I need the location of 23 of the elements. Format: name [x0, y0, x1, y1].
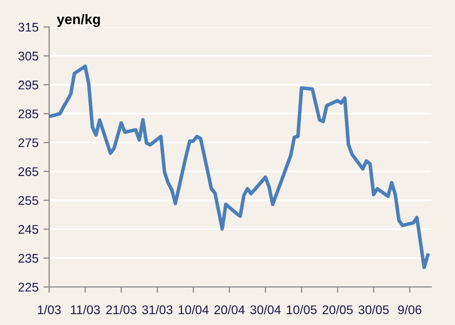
y-tick-label: 245: [18, 225, 38, 234]
x-tick-label: 21/03: [106, 305, 136, 314]
y-tick-label: 235: [18, 254, 38, 263]
x-tick-label: 10/05: [286, 305, 317, 314]
y-tick-label: 255: [18, 196, 38, 205]
x-tick-label: 31/03: [142, 305, 172, 314]
y-tick-label: 285: [18, 109, 38, 118]
x-tick-label: 11/03: [70, 305, 100, 314]
x-tick-label: 20/04: [214, 305, 245, 314]
y-tick-label: 275: [18, 138, 38, 148]
y-tick-label: 265: [18, 167, 38, 176]
x-tick-label: 30/05: [358, 305, 389, 314]
line-series: [49, 64, 430, 270]
x-tick-label: 30/04: [250, 305, 281, 314]
x-tick-label: 9/06: [398, 305, 422, 314]
y-tick-label: 305: [18, 52, 38, 61]
y-tick-label: 225: [18, 282, 38, 292]
x-tick-label: 20/05: [322, 305, 353, 314]
y-tick-label: 315: [18, 22, 38, 32]
x-tick-label: 10/04: [178, 305, 209, 314]
y-tick-label: 295: [18, 80, 38, 90]
x-tick-label: 1/03: [38, 305, 61, 314]
y-axis-title: yen/kg: [56, 14, 100, 27]
